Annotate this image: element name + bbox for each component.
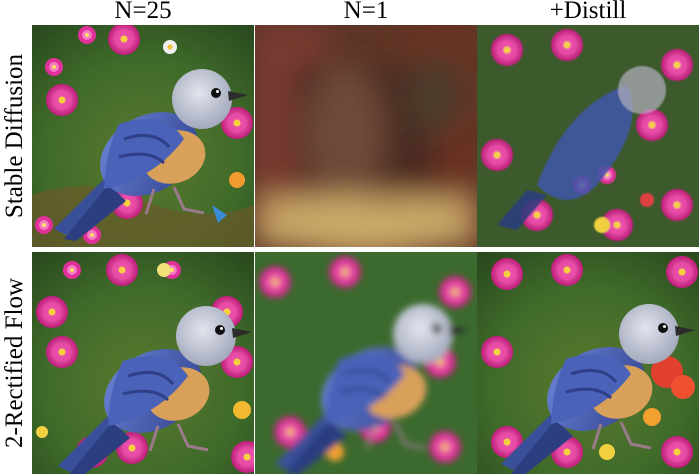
row-label-rectified-flow-text: 2-Rectified Flow [1, 277, 29, 449]
image-sd-n1 [255, 25, 477, 247]
image-sd-n1-graphic [255, 25, 477, 247]
row-label-rectified-flow: 2-Rectified Flow [0, 252, 30, 474]
column-header-distill: +Distill [549, 0, 627, 24]
image-rf-n25-graphic [32, 252, 254, 474]
image-rf-distill [477, 252, 699, 474]
column-header-n25: N=25 [114, 0, 172, 24]
image-sd-distill [477, 25, 699, 247]
image-sd-n25-graphic [32, 25, 254, 247]
image-rf-n1-graphic [255, 252, 477, 474]
image-rf-distill-graphic [477, 252, 699, 474]
row-label-stable-diffusion: Stable Diffusion [0, 25, 30, 247]
column-header-n1: N=1 [343, 0, 389, 24]
image-rf-n1 [255, 252, 477, 474]
image-rf-n25 [32, 252, 254, 474]
image-sd-distill-graphic [477, 25, 699, 247]
row-label-stable-diffusion-text: Stable Diffusion [1, 53, 28, 219]
image-sd-n25 [32, 25, 254, 247]
